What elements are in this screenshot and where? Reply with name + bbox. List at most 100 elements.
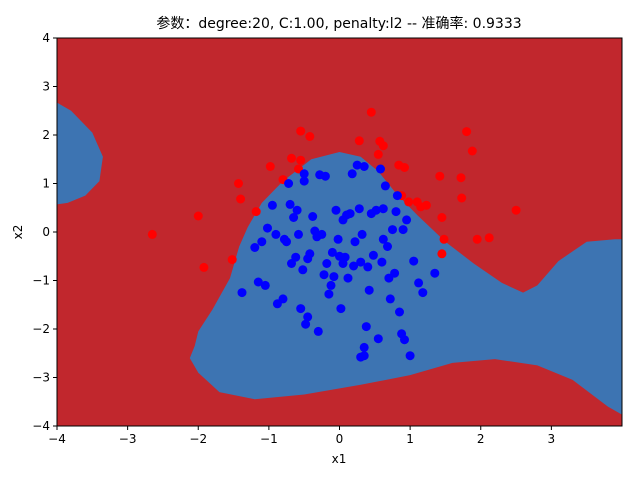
series-0-point <box>287 153 296 163</box>
series-0-point <box>296 155 306 165</box>
series-1-point <box>250 243 260 252</box>
series-1-point <box>336 304 346 314</box>
series-1-point <box>329 272 339 282</box>
series-1-point <box>359 162 369 171</box>
series-1-point <box>364 285 374 295</box>
series-1-point <box>398 225 408 235</box>
series-1-point <box>303 312 313 322</box>
series-1-point <box>395 307 404 317</box>
series-1-point <box>363 262 373 272</box>
series-1-point <box>324 289 334 299</box>
series-1-point <box>282 237 291 247</box>
y-tick-label: −1 <box>32 274 50 288</box>
series-1-point <box>308 212 318 221</box>
y-axis-label: x2 <box>11 225 25 240</box>
series-1-point <box>278 294 288 304</box>
series-0-point <box>437 213 447 222</box>
series-1-point <box>373 334 383 344</box>
series-1-point <box>299 169 309 179</box>
series-1-point <box>292 205 302 215</box>
y-tick-label: 0 <box>42 225 50 239</box>
series-1-point <box>320 171 330 181</box>
series-1-point <box>340 252 350 262</box>
series-1-point <box>322 259 332 268</box>
series-1-point <box>378 234 388 244</box>
y-axis-ticks: −4 −3 −2 −1 0 1 2 3 4 <box>32 31 57 433</box>
scatter-points <box>147 107 521 362</box>
series-0-point <box>437 249 447 259</box>
series-0-point <box>472 234 482 244</box>
series-1-point <box>371 205 381 215</box>
series-0-point <box>193 211 203 221</box>
series-1-point <box>294 229 303 239</box>
series-1-point <box>350 237 360 247</box>
x-tick-label: −1 <box>260 432 278 446</box>
y-tick-label: −2 <box>32 322 50 336</box>
series-1-point <box>391 207 401 217</box>
series-0-point <box>234 179 243 188</box>
series-1-point <box>385 294 395 304</box>
series-0-point <box>236 194 246 204</box>
series-1-point <box>359 342 369 352</box>
series-1-point <box>260 280 270 290</box>
y-tick-label: 2 <box>42 128 50 142</box>
series-1-point <box>326 280 336 290</box>
y-tick-label: 4 <box>42 31 50 45</box>
series-0-point <box>378 141 388 151</box>
series-1-point <box>376 164 385 174</box>
series-0-point <box>373 149 383 159</box>
series-1-point <box>257 237 267 247</box>
series-1-point <box>237 288 247 298</box>
series-1-point <box>263 223 272 233</box>
series-0-point <box>404 197 414 207</box>
series-0-point <box>305 132 315 141</box>
series-1-point <box>400 335 409 345</box>
series-0-point <box>296 126 306 136</box>
x-tick-label: −3 <box>119 432 137 446</box>
series-1-point <box>418 288 428 298</box>
y-tick-label: −3 <box>32 371 50 385</box>
plot-area <box>57 38 622 426</box>
series-1-point <box>377 257 387 267</box>
series-0-point <box>354 136 364 146</box>
series-0-point <box>251 207 261 217</box>
series-1-point <box>267 200 277 210</box>
series-0-point <box>147 229 157 239</box>
series-0-point <box>265 162 275 171</box>
series-1-point <box>253 277 263 287</box>
series-1-point <box>349 261 359 271</box>
series-1-point <box>378 204 388 214</box>
series-1-point <box>305 249 315 259</box>
series-0-point <box>462 127 472 137</box>
series-1-point <box>271 229 281 239</box>
series-1-point <box>390 268 400 278</box>
series-1-point <box>284 179 294 188</box>
x-tick-label: −2 <box>189 432 207 446</box>
series-1-point <box>383 242 392 251</box>
series-0-point <box>484 233 494 243</box>
series-1-point <box>298 265 308 275</box>
series-0-point <box>467 146 477 156</box>
series-1-point <box>414 278 424 288</box>
x-tick-label: 1 <box>406 432 414 446</box>
x-tick-label: −4 <box>48 432 66 446</box>
series-1-point <box>357 229 367 239</box>
series-1-point <box>285 199 295 209</box>
series-1-point <box>402 215 412 225</box>
series-1-point <box>380 181 390 191</box>
y-tick-label: 1 <box>42 177 50 191</box>
series-1-point <box>296 304 306 314</box>
series-1-point <box>299 176 309 186</box>
y-tick-label: 3 <box>42 80 50 94</box>
series-1-point <box>368 250 378 260</box>
series-1-point <box>333 234 343 244</box>
series-1-point <box>331 205 341 215</box>
series-0-point <box>439 234 449 244</box>
series-1-point <box>317 229 327 239</box>
series-1-point <box>405 351 415 361</box>
series-0-point <box>456 173 466 183</box>
series-1-point <box>356 257 366 267</box>
series-1-point <box>291 252 301 262</box>
series-0-point <box>199 262 209 272</box>
